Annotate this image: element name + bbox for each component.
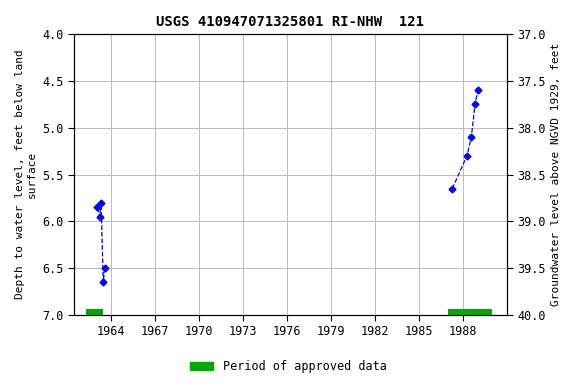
Y-axis label: Groundwater level above NGVD 1929, feet: Groundwater level above NGVD 1929, feet: [551, 43, 561, 306]
Title: USGS 410947071325801 RI-NHW  121: USGS 410947071325801 RI-NHW 121: [156, 15, 425, 29]
Bar: [86, 309, 103, 315]
Y-axis label: Depth to water level, feet below land
surface: Depth to water level, feet below land su…: [15, 50, 37, 300]
Legend: Period of approved data: Period of approved data: [185, 356, 391, 378]
Bar: [448, 309, 492, 315]
